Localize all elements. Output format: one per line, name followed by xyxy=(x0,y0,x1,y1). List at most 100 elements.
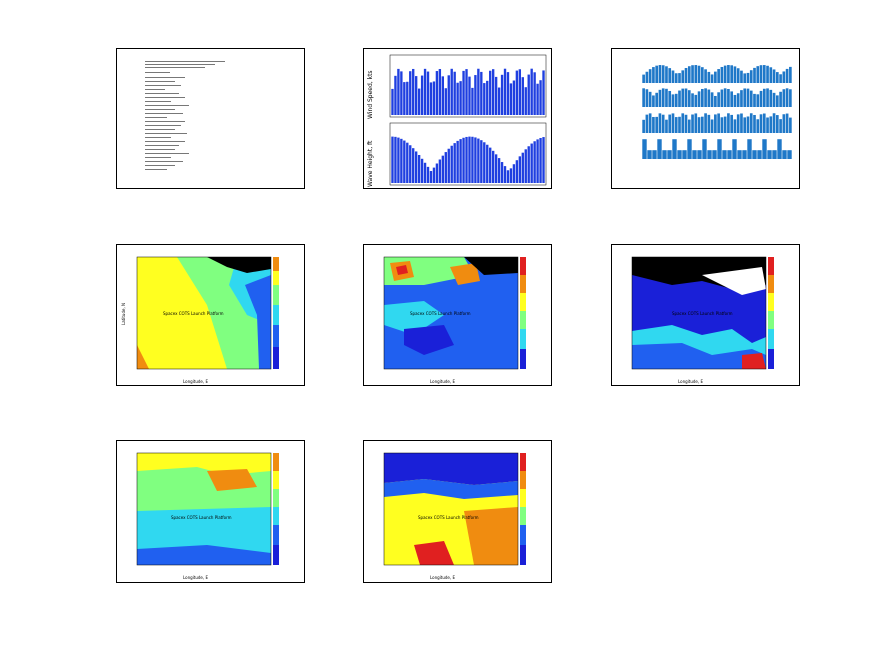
bar xyxy=(489,70,492,115)
bar xyxy=(733,94,737,107)
bar xyxy=(652,95,655,107)
bar xyxy=(655,65,659,83)
bar xyxy=(777,139,782,159)
bar xyxy=(483,83,486,115)
bar xyxy=(527,74,530,115)
bar xyxy=(671,70,675,83)
bar-panels xyxy=(642,65,792,159)
slide-thumbnail-map-4[interactable]: Spacex COTS Launch Platform Longitude, E xyxy=(116,440,305,583)
bar xyxy=(417,88,421,115)
bar xyxy=(684,88,688,107)
bar xyxy=(665,88,668,107)
bar xyxy=(766,65,769,83)
bar xyxy=(423,162,427,183)
bar xyxy=(785,88,789,107)
bar xyxy=(757,150,762,159)
bar xyxy=(671,113,675,133)
bar xyxy=(720,89,724,107)
bar xyxy=(661,88,665,107)
bar xyxy=(527,146,530,183)
bar xyxy=(450,145,453,183)
bar xyxy=(497,87,501,115)
slide-thumbnail-map-2[interactable]: Spacex COTS Launch Platform Longitude, E xyxy=(363,244,552,386)
bar xyxy=(746,72,750,83)
bar xyxy=(542,70,545,115)
bar-chart-pair: Wind Speed, kts Wave Height, ft xyxy=(367,54,547,187)
slide-thumbnail-text[interactable] xyxy=(116,48,305,189)
bar xyxy=(762,139,767,159)
bar xyxy=(787,150,792,159)
bar xyxy=(397,68,400,115)
bar xyxy=(468,136,471,183)
bar xyxy=(524,87,527,115)
bar xyxy=(642,74,645,83)
slide-thumbnail-map-3[interactable]: Spacex COTS Launch Platform Longitude, E xyxy=(611,244,800,386)
bar xyxy=(438,69,442,115)
bar xyxy=(727,65,730,83)
slide-thumbnail-stacked-bars[interactable] xyxy=(611,48,800,189)
bar xyxy=(704,113,707,133)
bar xyxy=(471,87,474,115)
bar xyxy=(742,150,747,159)
bar xyxy=(717,69,720,83)
bar xyxy=(483,142,486,183)
bar xyxy=(753,93,756,107)
bar xyxy=(723,65,727,83)
bar xyxy=(539,137,542,183)
bar xyxy=(684,114,688,133)
bar xyxy=(397,137,400,183)
bar xyxy=(652,150,657,159)
bar xyxy=(710,74,714,83)
bar xyxy=(423,68,427,115)
bar xyxy=(756,119,760,133)
lon-label: Longitude, E xyxy=(183,575,208,580)
bar xyxy=(710,119,714,133)
bar xyxy=(732,139,737,159)
bar xyxy=(789,66,792,83)
bar xyxy=(769,89,773,107)
bar xyxy=(518,156,522,183)
bar xyxy=(500,74,504,115)
bar xyxy=(462,137,465,183)
bar xyxy=(712,150,717,159)
bar xyxy=(766,88,769,107)
slide-thumbnail-map-5[interactable]: Spacex COTS Launch Platform Longitude, E xyxy=(363,440,552,583)
bar xyxy=(759,65,763,83)
bar xyxy=(491,150,495,183)
bar xyxy=(515,160,519,183)
bar xyxy=(727,89,730,107)
bar xyxy=(707,71,711,83)
bar xyxy=(406,81,409,115)
lon-label: Longitude, E xyxy=(430,575,455,580)
bar xyxy=(733,119,737,133)
bar xyxy=(477,68,480,115)
bar xyxy=(668,114,672,133)
bar xyxy=(772,92,776,107)
bar xyxy=(717,139,722,159)
bar xyxy=(785,113,789,133)
bar xyxy=(785,68,789,83)
bar xyxy=(727,150,732,159)
bar xyxy=(657,139,662,159)
contour-map: Spacex COTS Launch Platform Longitude, E xyxy=(383,256,526,384)
bar xyxy=(474,137,477,183)
bar xyxy=(494,76,498,115)
bar xyxy=(645,89,649,107)
slide-thumbnail-wind-wave[interactable]: Wind Speed, kts Wave Height, ft xyxy=(363,48,552,189)
bar xyxy=(655,92,659,107)
bar xyxy=(779,74,782,83)
bar xyxy=(779,119,782,133)
bar xyxy=(403,140,406,183)
contour-map: Spacex COTS Launch Platform Longitude, E xyxy=(383,452,526,580)
bar xyxy=(707,150,712,159)
bar xyxy=(648,91,652,107)
bar xyxy=(500,162,504,183)
bar xyxy=(491,69,495,115)
bar xyxy=(665,119,668,133)
bar xyxy=(509,83,513,115)
slide-thumbnail-map-1[interactable]: Spacex COTS Launch Platform Longitude, E… xyxy=(116,244,305,386)
bar xyxy=(658,65,662,83)
bar xyxy=(700,116,704,133)
bar xyxy=(730,65,734,83)
wave-axis-label: Wave Height, ft xyxy=(367,140,374,187)
